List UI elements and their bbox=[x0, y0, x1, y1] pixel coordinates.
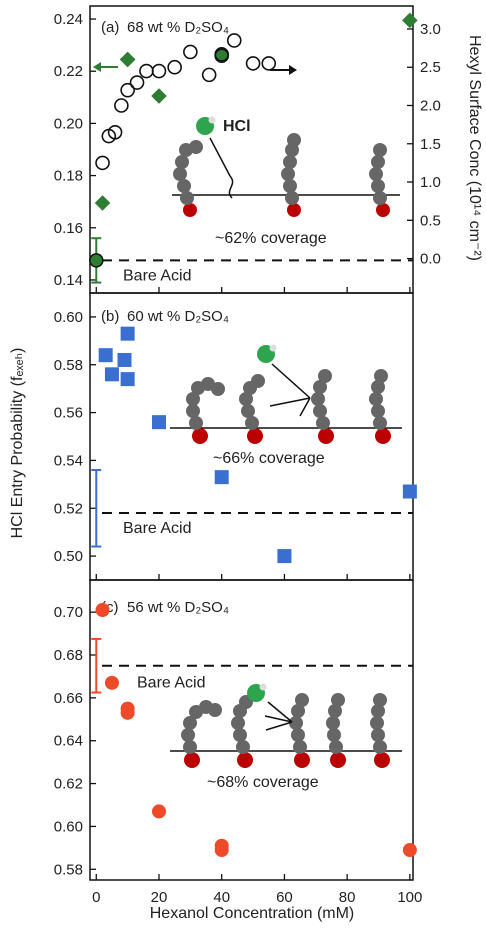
surface-conc-point bbox=[201, 67, 217, 83]
surface-conc-point bbox=[139, 63, 154, 79]
panel-b-point bbox=[117, 352, 132, 367]
panel-b-bare-acid-label: Bare Acid bbox=[123, 520, 191, 537]
legend-arrow-right bbox=[270, 65, 297, 75]
panel-a-ytick-label: 0.18 bbox=[54, 168, 83, 185]
panel-c-schematic bbox=[170, 683, 402, 768]
panel-c-ytick-label: 0.60 bbox=[54, 818, 83, 835]
right-ytick-label: 3.0 bbox=[420, 21, 441, 38]
surface-conc-point bbox=[114, 98, 129, 113]
surface-conc-point bbox=[95, 155, 110, 171]
panel-c-point bbox=[214, 843, 229, 857]
panel-b-point bbox=[120, 326, 135, 341]
surface-conc-point bbox=[107, 124, 123, 140]
panel-a-bare-acid-label: Bare Acid bbox=[123, 267, 191, 284]
x-tick-label: 60 bbox=[276, 889, 293, 906]
panel-c-ytick-label: 0.58 bbox=[54, 861, 83, 878]
surface-conc-point bbox=[120, 82, 135, 98]
panel-a-ytick-label: 0.16 bbox=[54, 220, 83, 237]
panel-c-ytick-label: 0.68 bbox=[54, 647, 83, 664]
panel-b-point bbox=[98, 348, 113, 363]
panel-a-ytick-label: 0.24 bbox=[54, 11, 83, 28]
panel-b-ytick-label: 0.58 bbox=[54, 357, 83, 374]
panel-b-point bbox=[120, 372, 135, 387]
panel-b-point bbox=[214, 470, 229, 485]
hcl-label: HCl bbox=[223, 118, 251, 135]
panel-b-ytick-label: 0.56 bbox=[54, 405, 83, 422]
panel-a-point bbox=[151, 88, 167, 104]
right-ytick-label: 0.5 bbox=[420, 212, 441, 229]
y-axis-label: HCl Entry Probability (fₑₓₑₕ) bbox=[9, 348, 26, 539]
legend-arrow-left bbox=[93, 62, 118, 72]
panel-a-point bbox=[89, 253, 104, 268]
panel-b-point bbox=[104, 367, 119, 382]
panel-b-ytick-label: 0.60 bbox=[54, 309, 83, 326]
panel-a-ytick-label: 0.20 bbox=[54, 115, 83, 132]
panel-c-ytick-label: 0.62 bbox=[54, 776, 83, 793]
panel-a-coverage: ~62% coverage bbox=[215, 230, 327, 247]
x-tick-label: 40 bbox=[213, 889, 230, 906]
panel-c-point bbox=[120, 705, 135, 720]
panel-a-acid: 68 wt % D₂SO₄ bbox=[127, 19, 229, 36]
panel-b-label: (b) bbox=[101, 308, 119, 325]
right-ytick-label: 1.5 bbox=[420, 136, 441, 153]
surface-conc-point bbox=[129, 75, 145, 90]
surface-conc-point bbox=[214, 48, 230, 64]
panel-c-ytick-label: 0.64 bbox=[54, 733, 83, 750]
right-ytick-label: 0.0 bbox=[420, 251, 441, 268]
panel-c-frame bbox=[89, 579, 414, 881]
panel-a-point bbox=[94, 195, 111, 211]
panel-a-point bbox=[402, 12, 418, 29]
panel-a-frame bbox=[89, 5, 414, 294]
panel-b-point bbox=[277, 549, 292, 564]
right-ytick-label: 2.0 bbox=[420, 97, 441, 114]
surface-conc-point bbox=[167, 59, 182, 75]
x-axis-label: Hexanol Concentration (mM) bbox=[150, 905, 355, 922]
panel-a-label: (a) bbox=[101, 19, 119, 36]
panel-b-ytick-label: 0.54 bbox=[54, 452, 83, 469]
panel-a-ytick-label: 0.22 bbox=[54, 63, 83, 80]
surface-conc-point bbox=[261, 56, 277, 71]
panel-c-acid: 56 wt % D₂SO₄ bbox=[127, 599, 229, 616]
panel-c-bare-acid-label: Bare Acid bbox=[137, 675, 205, 692]
panel-c-point bbox=[402, 843, 417, 857]
panel-a-schematic bbox=[172, 116, 400, 217]
surface-conc-point bbox=[226, 33, 242, 48]
x-tick-label: 100 bbox=[397, 889, 422, 906]
panel-b-point bbox=[151, 415, 166, 430]
panel-a-point bbox=[119, 51, 136, 68]
surface-conc-point bbox=[151, 63, 167, 79]
panel-b-point bbox=[402, 484, 417, 499]
surface-conc-point bbox=[183, 44, 198, 60]
panel-b-ytick-label: 0.52 bbox=[54, 500, 83, 517]
panel-b-acid: 60 wt % D₂SO₄ bbox=[127, 308, 229, 325]
panel-a-ytick-label: 0.14 bbox=[54, 272, 83, 289]
right-axis-label: Hexyl Surface Conc (10¹⁴ cm⁻²) bbox=[466, 35, 483, 261]
surface-conc-point bbox=[245, 56, 261, 71]
panel-c-ytick-label: 0.70 bbox=[54, 604, 83, 621]
panel-b-ytick-label: 0.50 bbox=[54, 548, 83, 565]
x-tick-label: 20 bbox=[151, 889, 168, 906]
panel-b-coverage: ~66% coverage bbox=[213, 450, 325, 467]
panel-c-point bbox=[104, 675, 119, 690]
panel-c-point bbox=[95, 603, 110, 617]
panel-c-coverage: ~68% coverage bbox=[207, 774, 319, 791]
x-tick-label: 0 bbox=[92, 889, 100, 906]
x-tick-label: 80 bbox=[339, 889, 356, 906]
right-ytick-label: 1.0 bbox=[420, 174, 441, 191]
right-ytick-label: 2.5 bbox=[420, 59, 441, 76]
panel-c-point bbox=[151, 804, 166, 819]
panel-c-ytick-label: 0.66 bbox=[54, 690, 83, 707]
panel-b-schematic bbox=[170, 344, 402, 444]
